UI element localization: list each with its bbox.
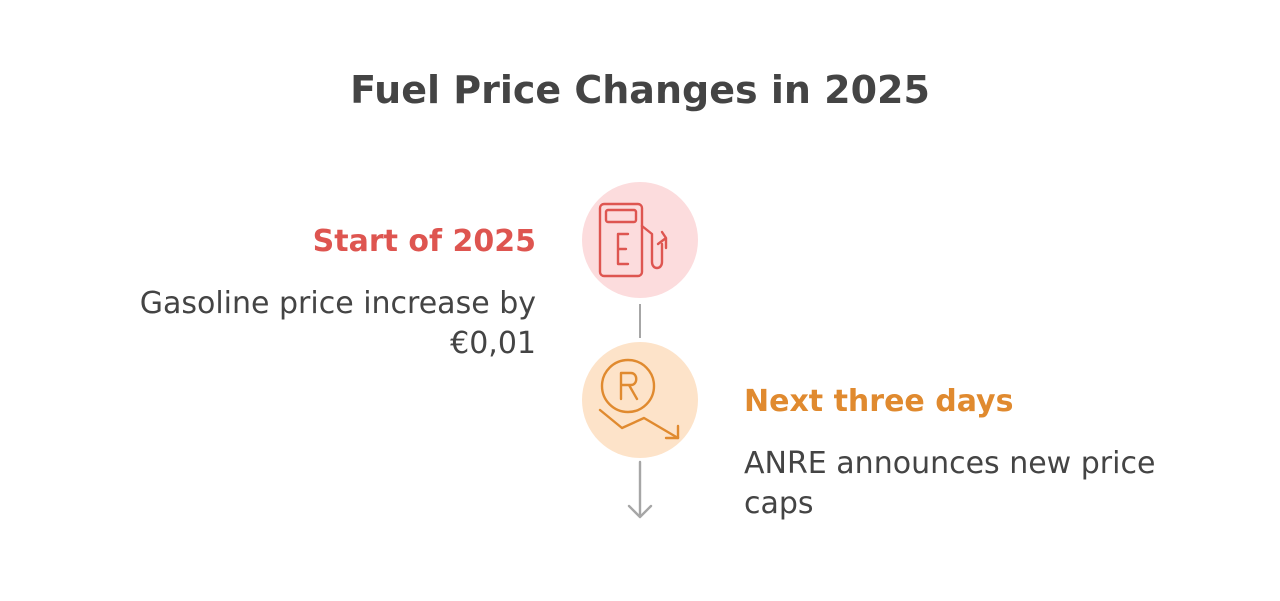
step-1-circle: [582, 182, 698, 298]
diagram-title: Fuel Price Changes in 2025: [350, 68, 930, 112]
timeline-arrow: [627, 460, 653, 519]
fuel-pump-icon: [598, 202, 668, 278]
timeline-connector: [639, 304, 641, 338]
step-2-description: ANRE announces new price caps: [744, 446, 1156, 521]
step-2-heading: Next three days: [744, 384, 1014, 419]
price-down-icon: [598, 358, 680, 440]
step-1-description: Gasoline price increase by €0,01: [139, 286, 536, 361]
step-2-circle: [582, 342, 698, 458]
step-1-heading: Start of 2025: [312, 224, 536, 259]
